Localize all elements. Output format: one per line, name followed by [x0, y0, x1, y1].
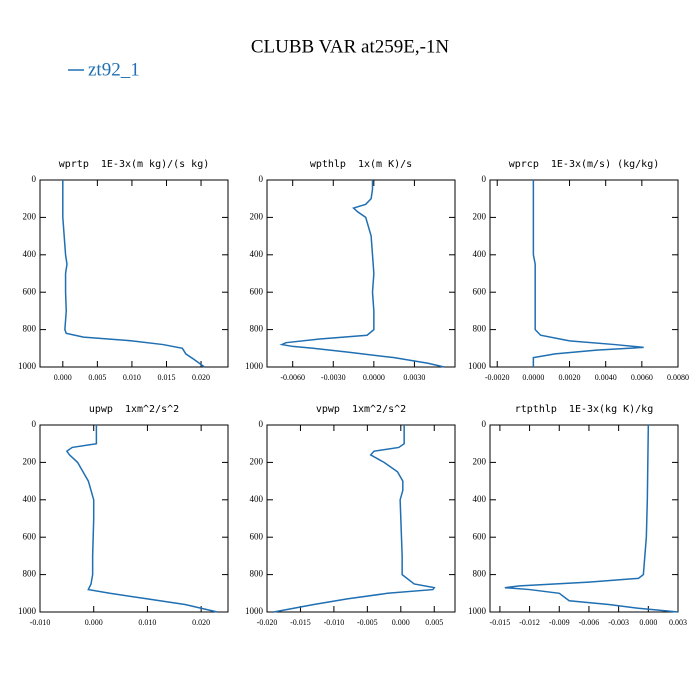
figure-title: CLUBB VAR at259E,-1N: [251, 36, 450, 57]
x-tick-label: -0.0030: [321, 373, 346, 382]
y-tick-label: 800: [23, 569, 37, 579]
plot-frame: [489, 179, 679, 368]
x-tick-label: 0.0040: [595, 373, 617, 382]
y-tick-label: 1000: [18, 606, 37, 616]
legend-label: zt92_1: [88, 59, 140, 80]
y-tick-label: 0: [482, 174, 487, 184]
x-tick-label: -0.006: [579, 618, 600, 627]
profile-line: [273, 425, 436, 613]
y-tick-label: 400: [23, 249, 37, 259]
y-tick-label: 1000: [245, 361, 264, 371]
x-tick-label: 0.020: [192, 373, 210, 382]
y-tick-label: 400: [250, 494, 264, 504]
x-tick-label: -0.0060: [280, 373, 305, 382]
y-tick-label: 1000: [18, 361, 37, 371]
y-tick-label: 200: [250, 456, 264, 466]
x-tick-label: 0.0000: [363, 373, 385, 382]
y-tick-label: 0: [32, 419, 37, 429]
y-tick-label: 200: [23, 456, 37, 466]
panel-title: upwp 1xm^2/s^2: [89, 404, 179, 415]
x-tick-label: 0.0000: [522, 373, 544, 382]
x-tick-label: 0.0060: [631, 373, 653, 382]
x-tick-label: 0.000: [54, 373, 72, 382]
panel-title: rtpthlp 1E-3x(kg K)/kg: [515, 404, 653, 415]
panel-title: wprcp 1E-3x(m/s) (kg/kg): [509, 159, 660, 170]
plot-frame: [39, 179, 229, 368]
x-tick-label: -0.005: [357, 618, 378, 627]
x-tick-label: 0.0030: [403, 373, 425, 382]
x-tick-label: 0.010: [123, 373, 141, 382]
x-tick-label: 0.000: [639, 618, 657, 627]
x-tick-label: 0.015: [157, 373, 175, 382]
y-tick-label: 400: [473, 494, 487, 504]
profile-line: [279, 180, 445, 368]
plot-frame: [266, 424, 456, 613]
y-tick-label: 600: [250, 531, 264, 541]
y-tick-label: 1000: [468, 606, 487, 616]
profile-line: [532, 180, 644, 367]
profile-line: [504, 424, 679, 613]
y-tick-label: 600: [473, 531, 487, 541]
x-tick-label: -0.015: [290, 618, 311, 627]
y-tick-label: 800: [250, 324, 264, 334]
y-tick-label: 400: [473, 249, 487, 259]
y-tick-label: 200: [250, 211, 264, 221]
y-tick-label: 1000: [245, 606, 264, 616]
profile-line: [62, 180, 205, 368]
x-tick-label: 0.010: [138, 618, 156, 627]
y-tick-label: 600: [23, 531, 37, 541]
plot-frame: [266, 179, 456, 368]
y-tick-label: 600: [23, 286, 37, 296]
x-tick-label: 0.005: [88, 373, 106, 382]
x-tick-label: -0.012: [519, 618, 540, 627]
profile-line: [65, 425, 218, 613]
x-tick-label: 0.003: [669, 618, 687, 627]
x-tick-label: -0.009: [549, 618, 570, 627]
y-tick-label: 200: [473, 211, 487, 221]
panel-title: wpthlp 1x(m K)/s: [310, 159, 412, 170]
x-tick-label: 0.0020: [559, 373, 581, 382]
y-tick-label: 600: [250, 286, 264, 296]
x-tick-label: -0.0020: [485, 373, 510, 382]
y-tick-label: 0: [259, 174, 264, 184]
y-tick-label: 600: [473, 286, 487, 296]
x-tick-label: 0.020: [192, 618, 210, 627]
panel-title: vpwp 1xm^2/s^2: [316, 404, 406, 415]
y-tick-label: 0: [259, 419, 264, 429]
x-tick-label: 0.000: [85, 618, 103, 627]
x-tick-label: 0.000: [392, 618, 410, 627]
x-tick-label: -0.020: [257, 618, 278, 627]
x-tick-label: -0.015: [490, 618, 511, 627]
y-tick-label: 800: [473, 569, 487, 579]
plot-frame: [39, 424, 229, 613]
y-tick-label: 400: [250, 249, 264, 259]
x-tick-label: -0.010: [324, 618, 345, 627]
y-tick-label: 400: [23, 494, 37, 504]
y-tick-label: 0: [482, 419, 487, 429]
y-tick-label: 1000: [468, 361, 487, 371]
y-tick-label: 800: [23, 324, 37, 334]
x-tick-label: 0.005: [425, 618, 443, 627]
plot-frame: [489, 424, 679, 613]
y-tick-label: 800: [250, 569, 264, 579]
y-tick-label: 800: [473, 324, 487, 334]
x-tick-label: -0.003: [608, 618, 629, 627]
x-tick-label: 0.0080: [667, 373, 689, 382]
panel-title: wprtp 1E-3x(m kg)/(s kg): [59, 159, 210, 170]
x-tick-label: -0.010: [30, 618, 51, 627]
y-tick-label: 200: [473, 456, 487, 466]
y-tick-label: 0: [32, 174, 37, 184]
y-tick-label: 200: [23, 211, 37, 221]
